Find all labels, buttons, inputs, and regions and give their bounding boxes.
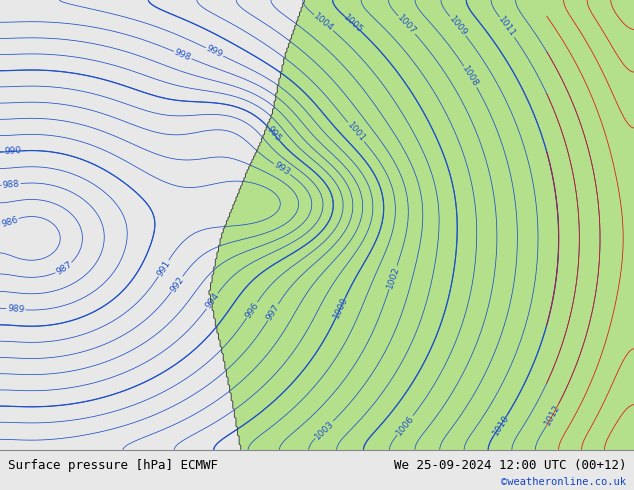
Text: 1001: 1001 — [345, 120, 367, 144]
Text: 1007: 1007 — [396, 13, 418, 36]
Text: 1009: 1009 — [447, 14, 469, 38]
Text: 1011: 1011 — [496, 15, 517, 39]
Text: Surface pressure [hPa] ECMWF: Surface pressure [hPa] ECMWF — [8, 459, 217, 471]
Text: 996: 996 — [243, 300, 261, 319]
Text: ©weatheronline.co.uk: ©weatheronline.co.uk — [501, 477, 626, 487]
Text: 988: 988 — [2, 179, 20, 190]
Text: 999: 999 — [205, 44, 224, 60]
Text: 1006: 1006 — [394, 414, 416, 437]
Text: 995: 995 — [265, 124, 283, 144]
Text: 1003: 1003 — [313, 418, 335, 441]
Text: We 25-09-2024 12:00 UTC (00+12): We 25-09-2024 12:00 UTC (00+12) — [394, 459, 626, 471]
Text: 994: 994 — [204, 292, 221, 311]
Text: 989: 989 — [7, 304, 25, 315]
Text: 986: 986 — [0, 215, 19, 228]
Text: 1005: 1005 — [341, 13, 365, 35]
Text: 1004: 1004 — [312, 12, 335, 33]
Text: 1010: 1010 — [491, 413, 511, 437]
Text: 1012: 1012 — [543, 403, 562, 427]
Text: 993: 993 — [272, 161, 292, 178]
Text: 1008: 1008 — [461, 65, 481, 89]
Text: 997: 997 — [264, 303, 281, 322]
Text: 1002: 1002 — [385, 265, 401, 290]
Text: 987: 987 — [55, 260, 74, 277]
Text: 990: 990 — [4, 147, 22, 156]
Text: 1000: 1000 — [332, 295, 349, 320]
Text: 992: 992 — [169, 274, 186, 294]
Text: 991: 991 — [155, 259, 172, 278]
Text: 998: 998 — [173, 48, 193, 63]
